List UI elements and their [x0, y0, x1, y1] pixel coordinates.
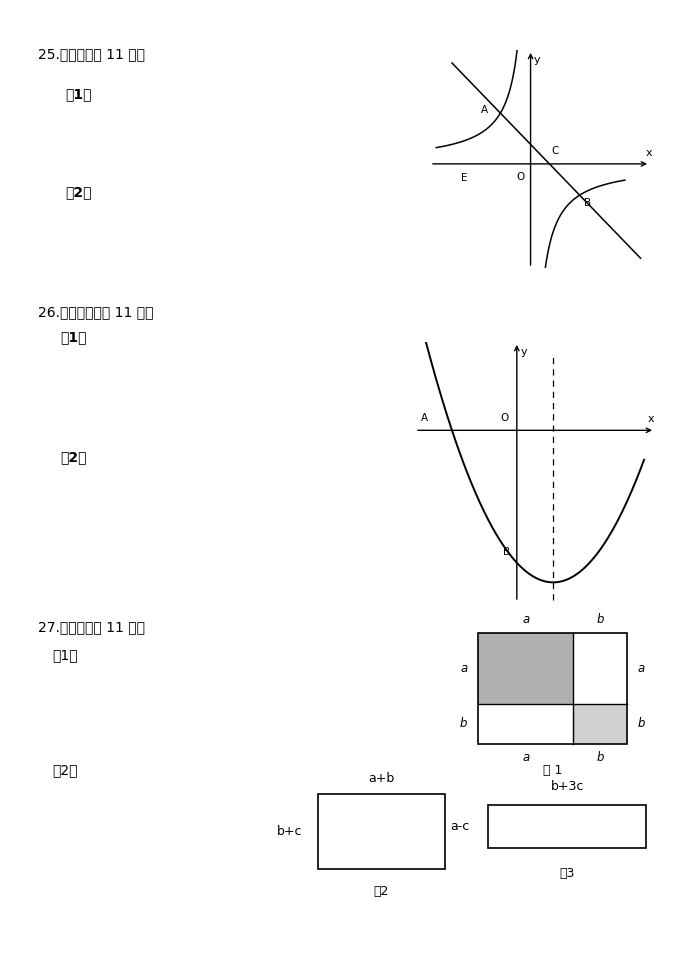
Bar [318, 794, 445, 869]
Bar [573, 704, 627, 744]
Text: （第 26 题图）: （第 26 题图） [506, 651, 564, 664]
Text: 图2: 图2 [373, 885, 389, 899]
Text: x: x [648, 414, 654, 424]
Text: O: O [500, 413, 509, 423]
Text: O: O [517, 172, 525, 182]
Bar [478, 633, 627, 744]
Text: A: A [481, 105, 488, 115]
Text: b: b [638, 718, 645, 730]
Text: a+b: a+b [368, 771, 395, 785]
Text: b: b [596, 752, 604, 764]
Text: x: x [645, 148, 652, 158]
Text: a-c: a-c [450, 820, 469, 834]
Text: （1）: （1） [65, 87, 92, 101]
Text: （2）: （2） [52, 763, 77, 777]
Text: y: y [533, 55, 540, 65]
Text: （1）: （1） [52, 648, 77, 662]
Text: A: A [420, 413, 428, 423]
Text: E: E [462, 173, 468, 183]
Text: b+c: b+c [277, 825, 303, 838]
Text: a: a [460, 662, 467, 675]
Text: b: b [596, 612, 604, 626]
Text: b: b [460, 718, 467, 730]
Text: （2）: （2） [60, 450, 86, 464]
Text: 25.（本题满分 11 分）: 25.（本题满分 11 分） [38, 47, 145, 61]
Text: 27.（本题满分 11 分）: 27.（本题满分 11 分） [38, 620, 145, 634]
Text: （1）: （1） [60, 330, 86, 344]
Text: b+3c: b+3c [551, 780, 584, 793]
Bar [489, 805, 646, 848]
Text: B: B [503, 547, 511, 558]
Text: （2）: （2） [65, 185, 92, 199]
Text: 图3: 图3 [560, 867, 575, 879]
Text: a: a [522, 612, 529, 626]
Text: a: a [522, 752, 529, 764]
Bar [478, 633, 573, 704]
Text: B: B [584, 198, 591, 208]
Text: 图 1: 图 1 [543, 763, 562, 776]
Text: y: y [520, 347, 527, 357]
Text: C: C [551, 145, 558, 156]
Text: 26.　（本题满分 11 分）: 26. （本题满分 11 分） [38, 305, 153, 319]
Text: a: a [638, 662, 644, 675]
